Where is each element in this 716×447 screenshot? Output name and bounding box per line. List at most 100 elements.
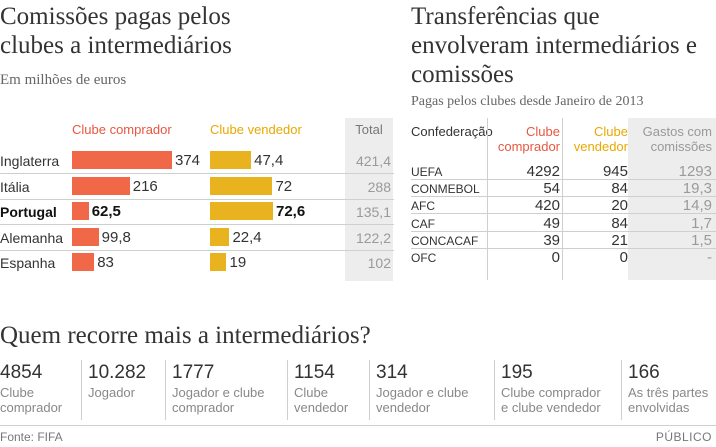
left-chart-title: Comissões pagas pelos clubes a intermedi…: [0, 2, 300, 60]
total-value: 135,1: [355, 204, 391, 220]
stat-label-line1: Jogador e clube: [376, 385, 469, 400]
buyer-bar: [72, 202, 89, 220]
seller-cell: 84: [611, 214, 628, 232]
stat-item: 4854 Clube comprador: [0, 362, 62, 415]
total-value: 102: [367, 255, 391, 271]
buyer-bar: [72, 151, 172, 169]
table-row: CAF 49 84 1,7: [411, 215, 716, 232]
total-value: 421,4: [355, 153, 391, 169]
chart-row: Espanha 83 19 102: [0, 250, 394, 276]
table-row: CONMEBOL 54 84 19,3: [411, 180, 716, 198]
stat-label-line1: Jogador e clube: [172, 385, 265, 400]
buyer-cell: 39: [543, 231, 560, 249]
table-row: CONCACAF 39 21 1,5: [411, 232, 716, 249]
stat-label-line1: Clube: [0, 385, 34, 400]
chart-row: Inglaterra 374 47,4 421,4: [0, 148, 394, 174]
buyer-cell: 420: [534, 197, 560, 215]
table-row: AFC 420 20 14,9: [411, 197, 716, 215]
seller-value-label: 47,4: [254, 152, 284, 169]
seller-value-label: 19: [229, 254, 247, 271]
stat-value: 314: [376, 362, 408, 383]
table-header-confederation: Confederação: [411, 124, 493, 139]
buyer-cell: 54: [543, 180, 560, 198]
stat-label-line2: envolvidas: [628, 400, 690, 415]
total-column-background: [345, 118, 393, 281]
gastos-cell: 1,5: [691, 231, 712, 249]
stat-item: 166 As três partes envolvidas: [628, 362, 708, 415]
buyer-cell: 4292: [526, 163, 560, 180]
stat-label-line2: vendedor: [376, 400, 431, 415]
chart-row: Alemanha 99,8 22,4 122,2: [0, 225, 394, 251]
stat-label-line2: e clube vendedor: [501, 400, 601, 415]
stat-divider: [81, 360, 82, 420]
buyer-value-label: 62,5: [91, 203, 121, 220]
row-separator: [0, 198, 394, 200]
stat-value: 195: [501, 362, 533, 383]
stat-label-line1: Jogador: [88, 385, 135, 400]
buyer-value-label: 83: [97, 254, 114, 271]
bottom-title: Quem recorre mais a intermediários?: [0, 322, 371, 349]
stat-value: 1154: [294, 362, 335, 383]
buyer-cell: 49: [543, 214, 560, 232]
gastos-column-background: [628, 118, 716, 280]
stat-item: 1154 Clube vendedor: [294, 362, 348, 415]
confederation-cell: AFC: [411, 199, 435, 214]
stat-label: Jogador: [88, 385, 146, 400]
total-value: 288: [367, 178, 391, 195]
stat-divider: [494, 360, 495, 420]
stat-label: Clube comprador: [0, 385, 62, 415]
seller-cell: 84: [611, 180, 628, 198]
row-separator: [0, 173, 394, 174]
stat-value: 1777: [172, 362, 215, 383]
stat-value: 166: [628, 362, 660, 383]
right-table-subtitle: Pagas pelos clubes desde Janeiro de 2013: [411, 94, 644, 109]
stat-label: As três partes envolvidas: [628, 385, 708, 415]
table-row: UEFA 4292 945 1293: [411, 163, 716, 180]
buyer-header: Clube comprador: [72, 122, 172, 137]
stat-value: 4854: [0, 362, 43, 383]
country-label: Portugal: [0, 204, 57, 220]
stat-label: Jogador e clube comprador: [172, 385, 265, 415]
stat-divider: [369, 360, 370, 420]
stat-label-line2: vendedor: [294, 400, 349, 415]
confederation-cell: CONMEBOL: [411, 182, 480, 197]
seller-value-label: 22,4: [232, 228, 262, 246]
stat-item: 314 Jogador e clube vendedor: [376, 362, 469, 415]
country-label: Alemanha: [0, 229, 64, 246]
table-row-separator: [411, 196, 716, 198]
buyer-value-label: 99,8: [101, 228, 131, 246]
gastos-cell: 1,7: [691, 214, 712, 232]
confederation-cell: CAF: [411, 216, 435, 231]
stat-item: 10.282 Jogador: [88, 362, 146, 400]
stat-divider: [621, 360, 622, 420]
confederation-cell: UEFA: [411, 165, 443, 179]
total-header: Total: [355, 122, 383, 137]
table-header-buyer: Clube comprador: [497, 124, 560, 154]
seller-bar: [210, 202, 273, 220]
chart-row: Portugal 62,5 72,6 135,1: [0, 199, 394, 225]
buyer-cell: 0: [551, 249, 560, 266]
stat-label-line2: comprador: [0, 400, 63, 415]
table-row-separator: [411, 213, 716, 215]
table-header-seller: Clube vendedor: [573, 124, 628, 154]
country-label: Inglaterra: [0, 153, 60, 169]
gastos-cell: 1293: [678, 163, 712, 180]
buyer-bar: [72, 176, 130, 195]
table-row-separator: [411, 230, 716, 232]
stat-item: 1777 Jogador e clube comprador: [172, 362, 265, 415]
gastos-cell: -: [707, 249, 712, 266]
confederation-cell: OFC: [411, 251, 437, 265]
stat-label-line1: Clube: [294, 385, 328, 400]
seller-header: Clube vendedor: [210, 122, 302, 137]
seller-cell: 21: [611, 231, 628, 249]
country-label: Espanha: [0, 255, 56, 271]
seller-cell: 20: [611, 197, 628, 215]
source-text: Fonte: FIFA: [0, 430, 63, 444]
buyer-bar: [72, 253, 95, 271]
brand-logo-text: PÚBLICO: [655, 430, 712, 444]
chart-row: Itália 216 72 288: [0, 174, 394, 200]
stat-value: 10.282: [88, 362, 147, 383]
table-row: OFC 0 0 -: [411, 249, 716, 266]
stat-divider: [287, 360, 288, 420]
table-divider-1: [487, 118, 488, 280]
